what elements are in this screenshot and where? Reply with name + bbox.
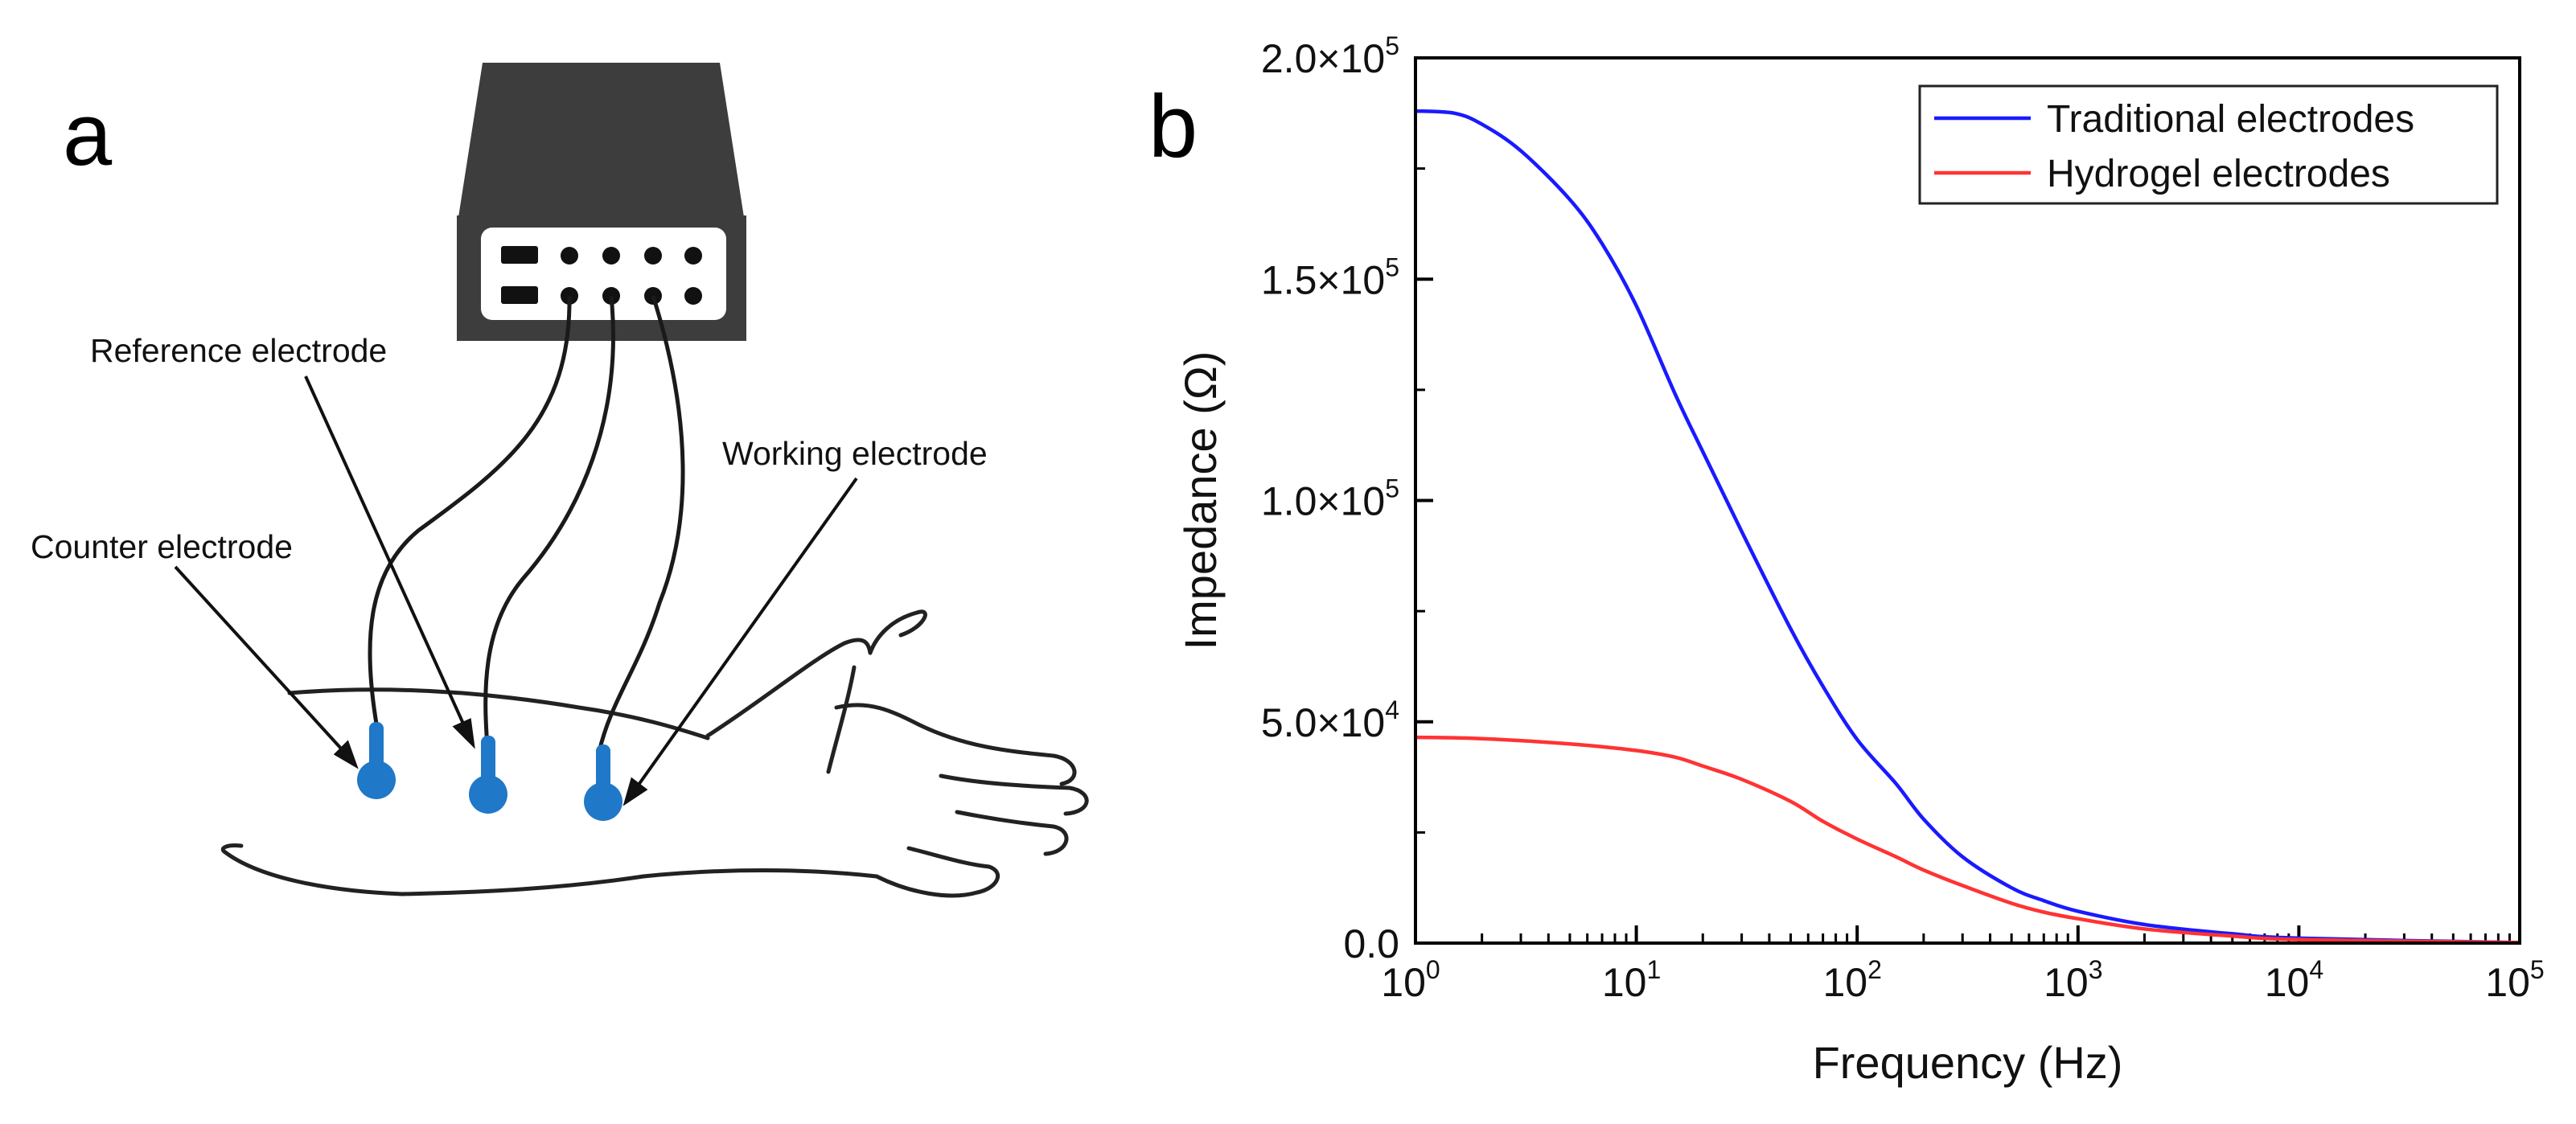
y-tick-label: 1.0×105 bbox=[1261, 474, 1399, 524]
x-tick-label: 103 bbox=[2044, 955, 2102, 1005]
potentiostat-device bbox=[457, 63, 746, 341]
electrode-wires bbox=[368, 295, 685, 757]
working-electrode-label: Working electrode bbox=[722, 435, 988, 472]
series-layer bbox=[1415, 109, 2521, 945]
reference-electrode-label: Reference electrode bbox=[90, 332, 387, 369]
plot-area-frame bbox=[1414, 56, 2521, 945]
arm-outline bbox=[220, 609, 1089, 898]
y-tick-label: 5.0×104 bbox=[1261, 695, 1399, 745]
device-port bbox=[684, 247, 702, 265]
counter-electrode-pad bbox=[357, 761, 396, 799]
series-line-hydrogel bbox=[1415, 735, 2521, 945]
y-axis-ticks: 0.0 5.0×104 1.0×105 1.5×105 2.0×105 bbox=[1261, 31, 1433, 966]
device-front-panel bbox=[481, 228, 726, 320]
y-tick-label: 1.5×105 bbox=[1261, 252, 1399, 302]
x-axis-label: Frequency (Hz) bbox=[1813, 1037, 2123, 1088]
device-port bbox=[684, 287, 702, 305]
x-tick-label: 100 bbox=[1381, 955, 1440, 1005]
series-line-traditional bbox=[1415, 109, 2521, 945]
legend: Traditional electrodes Hydrogel electrode… bbox=[1918, 84, 2499, 205]
electrodes bbox=[357, 722, 622, 821]
legend-label: Traditional electrodes bbox=[2047, 98, 2414, 141]
device-port bbox=[602, 247, 620, 265]
reference-electrode-pad bbox=[469, 775, 507, 814]
counter-electrode-label: Counter electrode bbox=[31, 528, 293, 565]
y-tick-label: 0.0 bbox=[1343, 921, 1399, 966]
callout-arrows bbox=[174, 375, 858, 806]
panel-a-schematic: a bbox=[0, 0, 1150, 1124]
device-port bbox=[561, 247, 578, 265]
legend-box bbox=[1918, 84, 2499, 205]
y-axis-label: Impedance (Ω) bbox=[1175, 351, 1226, 650]
device-port bbox=[644, 247, 662, 265]
working-electrode-pad bbox=[584, 782, 622, 821]
device-slot bbox=[501, 246, 538, 264]
legend-label: Hydrogel electrodes bbox=[2047, 153, 2390, 195]
panel-b-letter: b bbox=[1148, 77, 1198, 176]
device-slot bbox=[501, 286, 538, 304]
panel-a-letter: a bbox=[63, 85, 113, 184]
y-tick-label: 2.0×105 bbox=[1261, 31, 1399, 81]
